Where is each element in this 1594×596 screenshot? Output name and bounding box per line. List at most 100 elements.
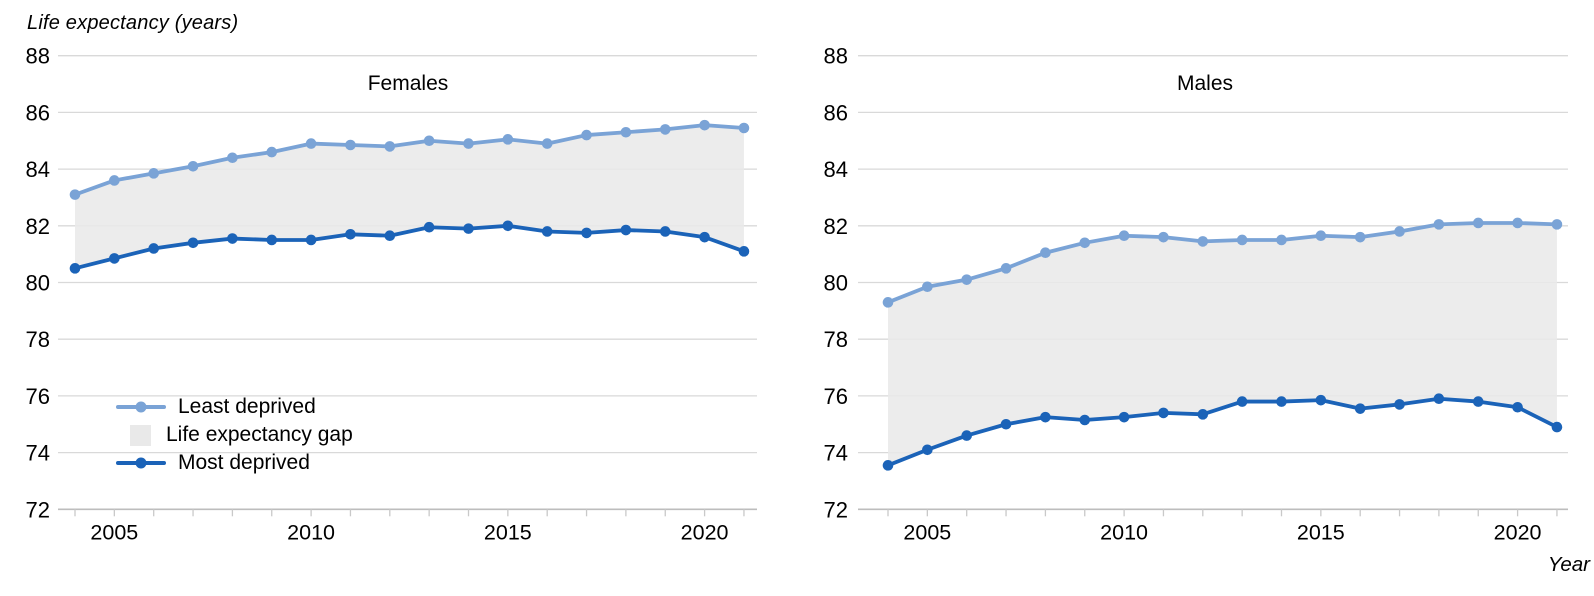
y-tick-label: 78 [26,327,50,352]
legend-label-most-deprived: Most deprived [178,451,310,474]
most-deprived-data-point [266,234,278,246]
most-deprived-data-point [620,224,632,236]
least-deprived-data-point [1315,230,1327,242]
least-deprived-data-point [423,135,435,147]
x-tick-label: 2005 [903,520,951,544]
least-deprived-data-point [738,122,750,134]
least-deprived-data-point [1118,230,1130,242]
legend-item-gap: Life expectancy gap [116,421,353,449]
legend-label-least-deprived: Least deprived [178,395,316,418]
least-deprived-data-point [922,281,933,293]
most-deprived-data-point [1000,418,1012,430]
x-tick-label: 2010 [287,520,335,544]
least-deprived-line-swatch [116,401,166,413]
x-tick-label: 2015 [1297,520,1345,544]
least-deprived-data-point [148,168,159,179]
most-deprived-data-point [1394,399,1405,410]
most-deprived-data-point [738,246,750,257]
most-deprived-data-point [1315,394,1327,406]
least-deprived-data-point [961,274,972,285]
panel-title-males: Males [1176,72,1234,95]
y-tick-label: 86 [824,100,848,125]
least-deprived-data-point [502,134,514,145]
y-tick-label: 82 [26,214,50,239]
y-tick-label: 80 [26,271,50,296]
least-deprived-data-point [659,124,671,135]
least-deprived-data-point [1354,231,1366,243]
x-axis-title: Year [1547,553,1590,576]
most-deprived-line-swatch [116,457,166,469]
most-deprived-data-point [1551,421,1563,433]
legend-item-least-deprived: Least deprived [116,393,353,421]
least-deprived-data-point [581,129,592,141]
x-tick-label: 2005 [90,520,138,544]
most-deprived-data-point [1472,396,1484,407]
least-deprived-data-point [345,139,356,151]
gap-swatch [130,424,151,446]
y-tick-label: 78 [824,327,848,352]
most-deprived-data-point [1197,409,1209,420]
most-deprived-data-point [463,223,474,234]
y-tick-label: 80 [824,271,848,296]
least-deprived-data-point [882,297,894,308]
least-deprived-data-point [1236,234,1248,246]
y-tick-label: 82 [824,214,848,239]
y-tick-label: 76 [26,384,50,409]
most-deprived-data-point [1040,411,1051,423]
most-deprived-data-point [882,460,894,471]
y-tick-label: 86 [26,100,50,125]
life-expectancy-gap-band [75,125,744,269]
most-deprived-data-point [659,226,671,237]
least-deprived-data-point [384,141,396,152]
most-deprived-data-point [423,221,435,233]
least-deprived-data-point [305,138,317,149]
most-deprived-data-point [699,231,710,243]
y-tick-label: 84 [824,157,848,182]
most-deprived-data-point [1079,414,1091,426]
most-deprived-data-point [384,230,396,242]
most-deprived-data-point [305,234,317,246]
least-deprived-line [73,123,746,197]
most-deprived-data-point [1276,396,1287,407]
panel-title-females: Females [367,72,449,95]
most-deprived-data-point [227,233,238,244]
legend-label-gap: Life expectancy gap [166,423,353,446]
most-deprived-data-point [345,229,356,240]
y-tick-label: 88 [26,44,50,69]
least-deprived-data-point [1276,234,1287,246]
most-deprived-line [73,223,746,271]
least-deprived-data-point [699,119,710,131]
most-deprived-data-point [1158,407,1169,419]
least-deprived-line [886,221,1559,305]
least-deprived-data-point [1512,217,1523,229]
x-tick-label: 2010 [1100,520,1148,544]
least-deprived-data-point [69,189,81,200]
least-deprived-data-point [1040,247,1051,259]
most-deprived-data-point [1433,393,1445,405]
y-tick-label: 72 [26,497,50,522]
y-tick-label: 84 [26,157,50,182]
least-deprived-data-point [620,126,632,138]
most-deprived-data-point [148,243,159,254]
least-deprived-data-point [187,160,199,172]
x-tick-label: 2020 [1494,520,1542,544]
most-deprived-data-point [69,263,81,274]
x-tick-label: 2020 [681,520,729,544]
least-deprived-data-point [463,138,474,149]
legend-item-most-deprived: Most deprived [116,449,353,477]
least-deprived-data-point [109,175,120,186]
legend: Least deprived Life expectancy gap Most … [116,393,353,477]
least-deprived-data-point [1433,219,1445,230]
y-tick-label: 88 [824,44,848,69]
most-deprived-data-point [581,227,592,239]
least-deprived-data-point [1079,237,1091,249]
least-deprived-data-point [227,152,238,164]
least-deprived-data-point [1197,236,1209,247]
y-tick-label: 74 [26,441,50,466]
most-deprived-data-point [922,444,933,456]
most-deprived-data-point [1354,403,1366,414]
most-deprived-data-point [1118,411,1130,423]
y-tick-label: 72 [824,497,848,522]
